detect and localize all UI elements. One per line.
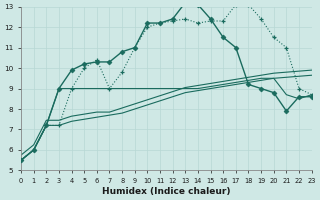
X-axis label: Humidex (Indice chaleur): Humidex (Indice chaleur) bbox=[102, 187, 231, 196]
